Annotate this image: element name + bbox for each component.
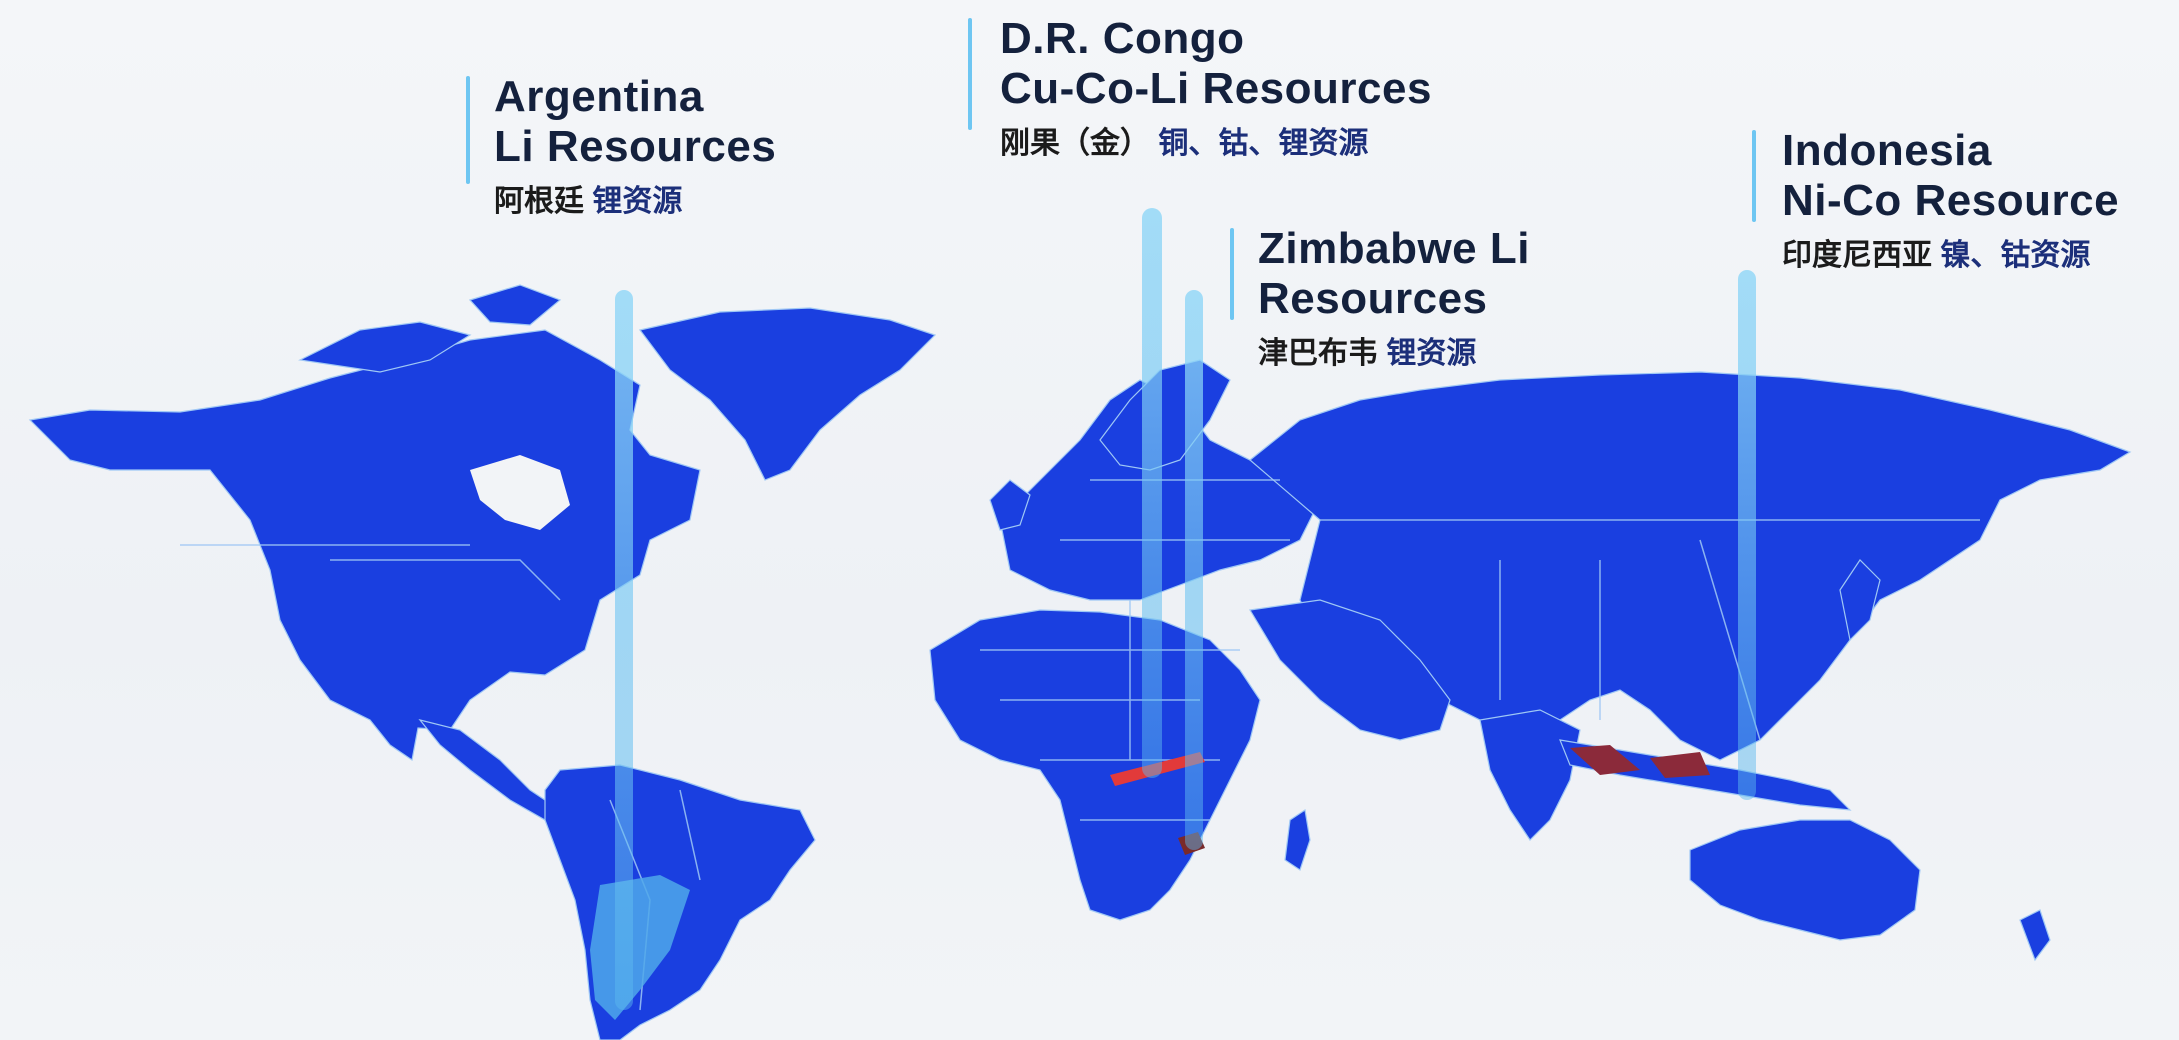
hudson-bay [470,455,570,530]
beams [615,208,1756,1010]
callout-zimbabwe-title-1: Zimbabwe Li [1258,224,1530,273]
japan-landmass [1839,559,1881,642]
callout-indonesia-cn: 印度尼西亚 镍、钴资源 [1782,234,2119,278]
callout-argentina-title-1: Argentina [494,72,704,121]
callout-drcongo-cn: 刚果（金） 铜、钴、锂资源 [1000,122,1432,166]
country-borders [180,479,1980,1011]
callout-zimbabwe-bar [1230,228,1234,320]
indonesia-beam [1738,270,1756,800]
callout-argentina-cn-resource: 锂资源 [592,185,683,218]
callout-argentina-bar [466,76,470,184]
callout-zimbabwe-cn-country: 津巴布韦 [1258,337,1378,370]
callout-zimbabwe-cn: 津巴布韦 锂资源 [1258,332,1530,376]
indonesia-highlight [1570,745,1640,775]
callout-argentina-cn-country: 阿根廷 [494,185,584,218]
callout-drcongo-title-2: Cu-Co-Li Resources [1000,64,1432,113]
callout-indonesia-bar [1752,130,1756,222]
callout-drcongo-title-1: D.R. Congo [1000,14,1245,63]
callout-zimbabwe-cn-resource: 锂资源 [1386,337,1477,370]
callout-zimbabwe-title-2: Resources [1258,274,1488,323]
new-zealand-landmass [2019,909,2051,962]
callout-indonesia: Indonesia Ni-Co Resource 印度尼西亚 镍、钴资源 [1752,126,2119,278]
callout-drcongo-cn-resource: 铜、钴、锂资源 [1158,127,1369,160]
madagascar-landmass [1284,808,1311,871]
callout-indonesia-cn-country: 印度尼西亚 [1782,239,1932,272]
callout-drcongo-bar [968,18,972,130]
africa-landmass [929,609,1261,921]
callout-drcongo: D.R. Congo Cu-Co-Li Resources 刚果（金） 铜、钴、… [968,14,1432,166]
callout-indonesia-title-1: Indonesia [1782,126,1992,175]
india-landmass [1479,709,1581,841]
uk-landmass [989,479,1031,531]
callout-zimbabwe: Zimbabwe Li Resources 津巴布韦 锂资源 [1230,224,1530,376]
indonesia-highlight-2 [1650,752,1710,778]
central-america-landmass [418,718,562,821]
middle-east-landmass [1249,599,1451,741]
arctic-islands-2 [468,284,562,326]
greenland-landmass [638,307,937,481]
drcongo-beam [1142,208,1162,778]
callout-indonesia-cn-resource: 镍、钴资源 [1940,239,2091,272]
arctic-islands [298,321,472,373]
callout-drcongo-cn-country: 刚果（金） [1000,127,1150,160]
callout-argentina-title-2: Li Resources [494,122,777,171]
callout-argentina: Argentina Li Resources 阿根廷 锂资源 [466,72,776,224]
australia-landmass [1689,819,1921,941]
callout-indonesia-title-2: Ni-Co Resource [1782,176,2120,225]
zimbabwe-beam [1185,290,1203,850]
argentina-beam [615,290,633,1010]
callout-argentina-cn: 阿根廷 锂资源 [494,180,776,224]
